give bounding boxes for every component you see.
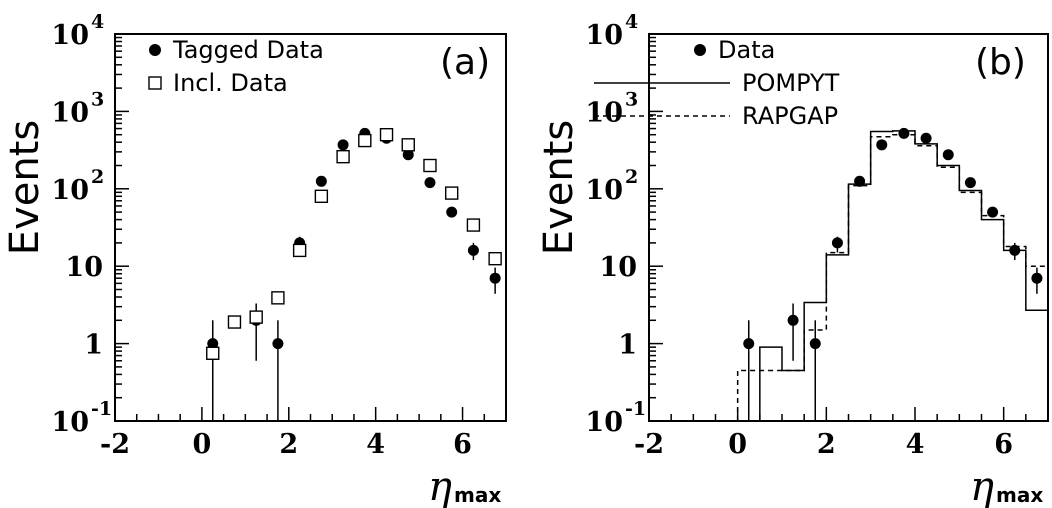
panel-label-a: (a) [440,42,490,83]
y-tick-label-b: 10 [585,97,623,128]
data-point [787,314,799,326]
y-tick-label-a: 10 [51,175,89,206]
data-point [249,310,263,324]
x-tick-label-a: 6 [453,429,472,460]
legend-marker [694,44,706,56]
x-tick-label-b: 2 [817,429,836,460]
histogram-rapgap [736,133,1048,421]
data-point [876,139,888,151]
y-tick-label-a: 10 [51,407,89,438]
y-tick-label-a: 10 [51,97,89,128]
data-point [337,139,349,151]
series-b-2 [736,133,1048,421]
data-point [488,251,502,266]
x-axis-label-b: η [970,464,994,508]
legend-marker [149,44,161,56]
data-point [920,132,932,144]
y-tick-label-b: 10 [599,252,637,283]
data-point [424,177,436,189]
y-tick-label-a: 10 [65,252,103,283]
data-point [292,243,307,258]
y-tick-label-a: 10 [51,20,89,51]
legend-label: Incl. Data [173,69,288,97]
y-tick-exponent-a: 2 [91,166,104,188]
legend-label: POMPYT [742,69,840,97]
y-tick-label-b: 1 [618,330,637,361]
x-tick-label-a: 2 [279,429,298,460]
data-point [743,338,755,350]
y-tick-exponent-b: -1 [625,398,646,420]
data-point [809,338,821,350]
x-tick-label-a: 0 [192,429,211,460]
y-tick-label-a: 1 [84,330,103,361]
data-point [402,149,414,161]
y-tick-label-b: 10 [585,407,623,438]
data-point [358,133,372,148]
x-axis-label-sub-b: max [996,483,1043,507]
data-point [272,338,284,350]
series-a-0 [207,127,501,421]
y-tick-exponent-a: 4 [91,11,104,33]
data-point [379,127,394,142]
legend-marker [148,76,162,90]
y-tick-exponent-b: 4 [625,11,638,33]
data-point [423,158,437,173]
y-tick-exponent-b: 3 [625,88,638,110]
x-tick-label-a: -2 [100,429,130,460]
data-point [271,291,285,305]
x-axis-label-sub-a: max [454,483,501,507]
x-axis-label-a: η [428,464,452,508]
data-point [489,272,501,284]
data-point [207,338,219,350]
y-tick-exponent-b: 2 [625,166,638,188]
x-tick-label-b: 0 [728,429,747,460]
data-point [964,177,976,189]
legend-label: RAPGAP [742,102,838,130]
series-b-1 [737,130,1048,422]
data-point [466,218,481,232]
data-point [987,206,999,218]
data-point [401,138,415,152]
data-point [898,127,910,139]
data-point [446,206,458,218]
data-point [942,149,954,161]
y-tick-exponent-a: 3 [91,88,104,110]
data-point [444,186,459,200]
data-point [336,149,350,164]
legend-label: Data [718,36,775,64]
data-point [227,315,242,329]
data-point [467,244,479,256]
data-point [314,189,329,204]
x-tick-label-a: 4 [366,429,385,460]
x-tick-label-b: -2 [634,429,664,460]
histogram-pompyt [737,130,1048,422]
y-tick-exponent-a: -1 [91,398,112,420]
legend-label: Tagged Data [172,36,324,64]
panel-label-b: (b) [975,42,1026,83]
series-b-0 [743,127,1043,421]
y-axis-label-a: Events [2,120,48,255]
data-point [315,175,327,187]
series-a-1 [206,127,502,360]
data-point [206,346,220,360]
y-tick-label-b: 10 [585,175,623,206]
x-tick-label-b: 6 [994,429,1013,460]
data-point [831,237,843,249]
y-axis-label-b: Events [536,120,582,255]
y-tick-label-b: 10 [585,20,623,51]
data-point [1031,272,1043,284]
x-tick-label-b: 4 [906,429,925,460]
